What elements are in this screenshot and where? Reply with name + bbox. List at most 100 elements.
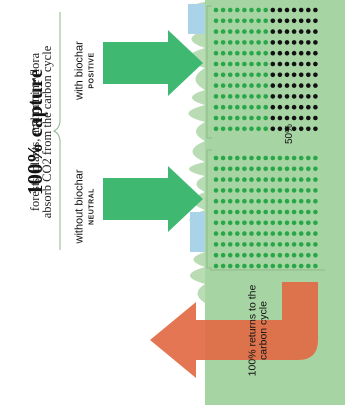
carbon-dot xyxy=(313,198,318,204)
carbon-dot xyxy=(263,61,269,67)
carbon-dot xyxy=(313,209,318,215)
carbon-dot xyxy=(313,155,318,161)
carbon-dot xyxy=(270,18,276,24)
carbon-dot xyxy=(235,115,240,121)
carbon-dot xyxy=(242,61,247,67)
carbon-dot xyxy=(277,188,283,193)
carbon-dot xyxy=(235,177,240,182)
carbon-dot xyxy=(249,115,254,121)
carbon-dot xyxy=(249,50,254,56)
carbon-dot xyxy=(277,177,283,182)
carbon-dot xyxy=(242,177,247,182)
carbon-dot xyxy=(277,220,283,226)
carbon-dot xyxy=(306,61,311,67)
carbon-dot xyxy=(263,7,269,13)
carbon-dot xyxy=(249,209,254,215)
carbon-dot xyxy=(235,61,240,67)
carbon-dot xyxy=(249,188,254,193)
carbon-dot xyxy=(213,126,219,132)
carbon-dot xyxy=(291,242,297,247)
carbon-dot xyxy=(220,166,226,172)
carbon-dot xyxy=(256,94,261,99)
neutral-tag: NEUTRAL xyxy=(88,188,96,225)
carbon-dot xyxy=(298,104,304,110)
grid-bracket-top xyxy=(206,5,212,139)
carbon-dot xyxy=(227,220,233,226)
carbon-dot xyxy=(227,18,233,24)
carbon-dot xyxy=(235,188,240,193)
carbon-dot xyxy=(298,209,304,215)
carbon-dot xyxy=(242,83,247,88)
carbon-dot xyxy=(213,104,219,110)
carbon-dot xyxy=(313,61,318,67)
fifty-percent-label: 50% xyxy=(284,124,295,145)
carbon-dot xyxy=(235,50,240,56)
carbon-dot xyxy=(256,188,261,193)
carbon-dot xyxy=(270,50,276,56)
carbon-dot xyxy=(227,115,233,121)
carbon-dot xyxy=(213,242,219,247)
carbon-dot xyxy=(227,166,233,172)
carbon-dot xyxy=(227,40,233,45)
carbon-dot xyxy=(263,188,269,193)
carbon-dot xyxy=(291,198,297,204)
carbon-dot xyxy=(277,242,283,247)
carbon-dot xyxy=(213,115,219,121)
carbon-dot xyxy=(284,18,290,24)
carbon-dot xyxy=(235,40,240,45)
carbon-dot xyxy=(220,115,226,121)
carbon-dot xyxy=(242,104,247,110)
carbon-dot xyxy=(270,220,276,226)
carbon-dot xyxy=(277,252,283,258)
carbon-dot xyxy=(227,263,233,269)
carbon-dot xyxy=(227,94,233,99)
carbon-dot xyxy=(220,83,226,88)
carbon-dot xyxy=(277,72,283,78)
carbon-dot xyxy=(242,155,247,161)
carbon-dot xyxy=(242,231,247,236)
carbon-dot xyxy=(235,166,240,172)
carbon-dot xyxy=(291,188,297,193)
carbon-dot xyxy=(313,188,318,193)
carbon-dot xyxy=(256,115,261,121)
carbon-dot xyxy=(227,155,233,161)
carbon-dot xyxy=(270,166,276,172)
carbon-dot xyxy=(291,83,297,88)
carbon-dot xyxy=(249,7,254,13)
carbon-dot xyxy=(263,252,269,258)
carbon-dot xyxy=(291,7,297,13)
carbon-dot xyxy=(306,50,311,56)
carbon-dot xyxy=(263,40,269,45)
carbon-dot xyxy=(213,40,219,45)
carbon-dot xyxy=(220,188,226,193)
carbon-dot xyxy=(235,83,240,88)
carbon-dot xyxy=(284,115,290,121)
carbon-dot xyxy=(242,115,247,121)
carbon-dot xyxy=(306,188,311,193)
carbon-dot xyxy=(256,177,261,182)
carbon-dot xyxy=(277,115,283,121)
carbon-dot xyxy=(242,220,247,226)
carbon-dot xyxy=(235,263,240,269)
carbon-dot xyxy=(306,29,311,34)
carbon-dot xyxy=(235,252,240,258)
carbon-dot xyxy=(227,209,233,215)
carbon-dot xyxy=(306,72,311,78)
carbon-dot xyxy=(242,18,247,24)
carbon-dot xyxy=(263,263,269,269)
carbon-dot xyxy=(220,242,226,247)
carbon-dot xyxy=(220,252,226,258)
carbon-dot xyxy=(284,29,290,34)
carbon-dot xyxy=(313,94,318,99)
carbon-dot xyxy=(298,50,304,56)
carbon-dot xyxy=(263,72,269,78)
carbon-dot xyxy=(256,155,261,161)
carbon-dot xyxy=(220,29,226,34)
carbon-dot xyxy=(277,83,283,88)
carbon-dot xyxy=(277,61,283,67)
carbon-dot xyxy=(284,252,290,258)
carbon-dot xyxy=(213,177,219,182)
carbon-dot xyxy=(256,18,261,24)
carbon-dot xyxy=(263,220,269,226)
